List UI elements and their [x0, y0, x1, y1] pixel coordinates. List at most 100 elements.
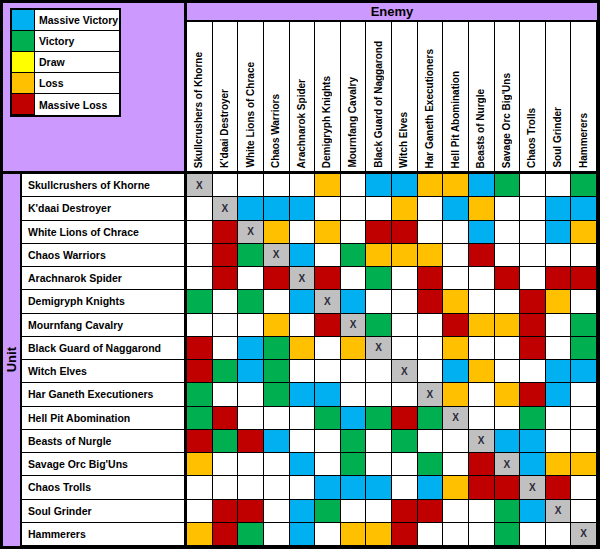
matrix-cell[interactable]	[187, 337, 213, 360]
matrix-cell[interactable]	[571, 476, 597, 499]
matrix-cell[interactable]	[315, 523, 341, 546]
matrix-diagonal-cell[interactable]: X	[520, 476, 546, 499]
matrix-cell[interactable]	[187, 500, 213, 523]
matrix-cell[interactable]	[443, 290, 469, 313]
matrix-cell[interactable]	[315, 500, 341, 523]
matrix-cell[interactable]	[443, 174, 469, 197]
matrix-cell[interactable]	[418, 523, 444, 546]
matrix-cell[interactable]	[238, 337, 264, 360]
matrix-cell[interactable]	[315, 453, 341, 476]
matrix-cell[interactable]	[418, 244, 444, 267]
matrix-cell[interactable]	[341, 383, 367, 406]
matrix-cell[interactable]	[290, 290, 316, 313]
matrix-cell[interactable]	[341, 500, 367, 523]
matrix-cell[interactable]	[187, 523, 213, 546]
matrix-cell[interactable]	[366, 221, 392, 244]
matrix-cell[interactable]	[187, 430, 213, 453]
matrix-cell[interactable]	[571, 430, 597, 453]
matrix-cell[interactable]	[392, 337, 418, 360]
matrix-cell[interactable]	[546, 407, 572, 430]
matrix-cell[interactable]	[290, 453, 316, 476]
matrix-cell[interactable]	[520, 267, 546, 290]
matrix-cell[interactable]	[418, 221, 444, 244]
matrix-cell[interactable]	[495, 197, 521, 220]
matrix-cell[interactable]	[315, 430, 341, 453]
matrix-cell[interactable]	[315, 360, 341, 383]
matrix-cell[interactable]	[571, 453, 597, 476]
matrix-cell[interactable]	[443, 523, 469, 546]
matrix-cell[interactable]	[315, 221, 341, 244]
matrix-cell[interactable]	[238, 244, 264, 267]
matrix-cell[interactable]	[520, 453, 546, 476]
matrix-cell[interactable]	[443, 500, 469, 523]
matrix-cell[interactable]	[187, 244, 213, 267]
matrix-cell[interactable]	[264, 476, 290, 499]
matrix-cell[interactable]	[520, 407, 546, 430]
matrix-cell[interactable]	[187, 383, 213, 406]
matrix-cell[interactable]	[495, 430, 521, 453]
matrix-cell[interactable]	[213, 337, 239, 360]
matrix-cell[interactable]	[187, 453, 213, 476]
matrix-cell[interactable]	[571, 267, 597, 290]
matrix-diagonal-cell[interactable]: X	[366, 337, 392, 360]
matrix-cell[interactable]	[546, 314, 572, 337]
matrix-cell[interactable]	[366, 267, 392, 290]
matrix-cell[interactable]	[443, 476, 469, 499]
matrix-cell[interactable]	[443, 267, 469, 290]
matrix-cell[interactable]	[213, 383, 239, 406]
matrix-cell[interactable]	[366, 453, 392, 476]
matrix-cell[interactable]	[213, 360, 239, 383]
matrix-cell[interactable]	[520, 360, 546, 383]
matrix-cell[interactable]	[264, 221, 290, 244]
matrix-cell[interactable]	[238, 430, 264, 453]
matrix-cell[interactable]	[341, 360, 367, 383]
matrix-cell[interactable]	[520, 337, 546, 360]
matrix-cell[interactable]	[290, 523, 316, 546]
matrix-cell[interactable]	[469, 500, 495, 523]
matrix-cell[interactable]	[571, 383, 597, 406]
matrix-cell[interactable]	[520, 314, 546, 337]
matrix-cell[interactable]	[443, 360, 469, 383]
matrix-cell[interactable]	[264, 174, 290, 197]
matrix-cell[interactable]	[315, 337, 341, 360]
matrix-diagonal-cell[interactable]: X	[469, 430, 495, 453]
matrix-cell[interactable]	[238, 407, 264, 430]
matrix-diagonal-cell[interactable]: X	[443, 407, 469, 430]
matrix-cell[interactable]	[341, 244, 367, 267]
matrix-cell[interactable]	[187, 360, 213, 383]
matrix-cell[interactable]	[392, 244, 418, 267]
matrix-cell[interactable]	[366, 290, 392, 313]
matrix-cell[interactable]	[341, 290, 367, 313]
matrix-cell[interactable]	[469, 267, 495, 290]
matrix-cell[interactable]	[495, 267, 521, 290]
matrix-cell[interactable]	[366, 500, 392, 523]
matrix-cell[interactable]	[520, 244, 546, 267]
matrix-cell[interactable]	[546, 244, 572, 267]
matrix-cell[interactable]	[495, 407, 521, 430]
matrix-cell[interactable]	[418, 174, 444, 197]
matrix-cell[interactable]	[213, 290, 239, 313]
matrix-cell[interactable]	[264, 383, 290, 406]
matrix-cell[interactable]	[213, 314, 239, 337]
matrix-cell[interactable]	[213, 476, 239, 499]
matrix-cell[interactable]	[469, 314, 495, 337]
matrix-cell[interactable]	[238, 453, 264, 476]
matrix-cell[interactable]	[418, 267, 444, 290]
matrix-cell[interactable]	[495, 360, 521, 383]
matrix-cell[interactable]	[341, 221, 367, 244]
matrix-cell[interactable]	[443, 337, 469, 360]
matrix-cell[interactable]	[315, 314, 341, 337]
matrix-cell[interactable]	[571, 221, 597, 244]
matrix-cell[interactable]	[187, 267, 213, 290]
matrix-cell[interactable]	[495, 290, 521, 313]
matrix-cell[interactable]	[392, 383, 418, 406]
matrix-cell[interactable]	[469, 290, 495, 313]
matrix-cell[interactable]	[213, 221, 239, 244]
matrix-cell[interactable]	[238, 174, 264, 197]
matrix-cell[interactable]	[290, 500, 316, 523]
matrix-cell[interactable]	[418, 453, 444, 476]
matrix-cell[interactable]	[520, 383, 546, 406]
matrix-cell[interactable]	[469, 476, 495, 499]
matrix-cell[interactable]	[264, 360, 290, 383]
matrix-cell[interactable]	[290, 407, 316, 430]
